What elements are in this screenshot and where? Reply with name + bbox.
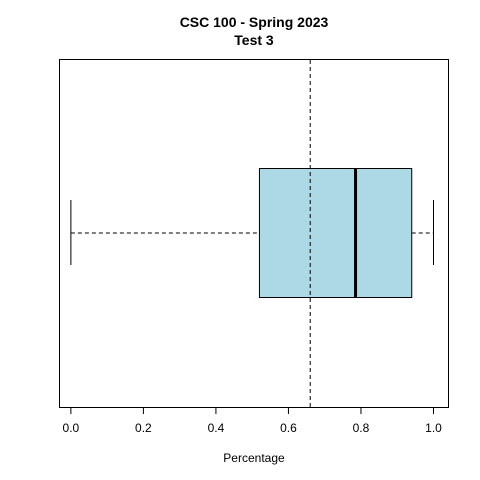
x-tick-label: 0.0	[63, 421, 80, 435]
x-tick-label: 0.2	[135, 421, 152, 435]
x-tick-label: 0.8	[353, 421, 370, 435]
x-tick-label: 1.0	[425, 421, 442, 435]
chart-title: CSC 100 - Spring 2023	[180, 14, 329, 30]
x-tick-label: 0.4	[208, 421, 225, 435]
x-axis: 0.0 0.2 0.4 0.6 0.8 1.0	[63, 407, 442, 435]
x-axis-label: Percentage	[223, 451, 285, 465]
iqr-box	[258, 168, 413, 298]
x-tick-label: 0.6	[280, 421, 297, 435]
chart-subtitle: Test 3	[234, 32, 274, 48]
box-marks	[70, 60, 434, 407]
